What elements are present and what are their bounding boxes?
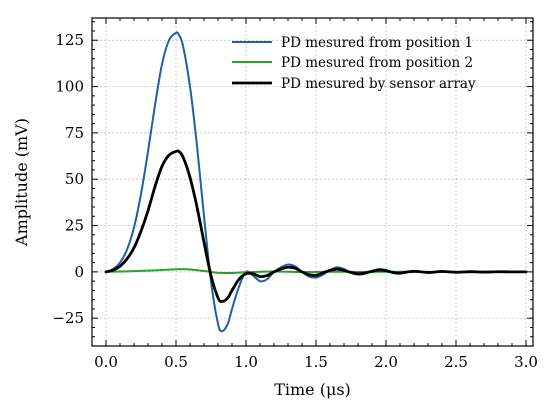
x-tick-label: 0.5 <box>164 353 188 371</box>
legend-label: PD mesured by sensor array <box>281 76 476 92</box>
legend-label: PD mesured from position 1 <box>281 35 473 51</box>
y-tick-label: −25 <box>52 309 84 327</box>
axis-ticks <box>91 18 533 347</box>
y-tick-label: 0 <box>74 263 84 281</box>
x-tick-label: 2.5 <box>444 353 468 371</box>
x-tick-label: 1.0 <box>234 353 258 371</box>
y-tick-label: 100 <box>55 78 84 96</box>
tick-labels: 0.0 0.5 1.0 1.5 2.0 2.5 3.0 −25 0 25 50 75 100 125 <box>52 31 538 371</box>
x-tick-label: 1.5 <box>304 353 328 371</box>
x-tick-label: 0.0 <box>94 353 118 371</box>
x-tick-label: 2.0 <box>374 353 398 371</box>
legend-label: PD mesured from position 2 <box>281 55 473 71</box>
plot-frame <box>91 17 534 347</box>
x-axis-label: Time (μs) <box>274 380 351 399</box>
legend: PD mesured from position 1 PD mesured fro… <box>232 35 476 92</box>
y-tick-label: 125 <box>55 31 84 49</box>
plot-area <box>104 31 528 333</box>
y-axis-label: Amplitude (mV) <box>12 118 31 247</box>
y-tick-label: 75 <box>65 124 84 142</box>
x-tick-label: 3.0 <box>514 353 538 371</box>
y-tick-label: 50 <box>65 170 84 188</box>
y-tick-label: 25 <box>65 217 84 235</box>
grid <box>92 18 533 346</box>
series-line-sensor-array <box>104 149 528 303</box>
